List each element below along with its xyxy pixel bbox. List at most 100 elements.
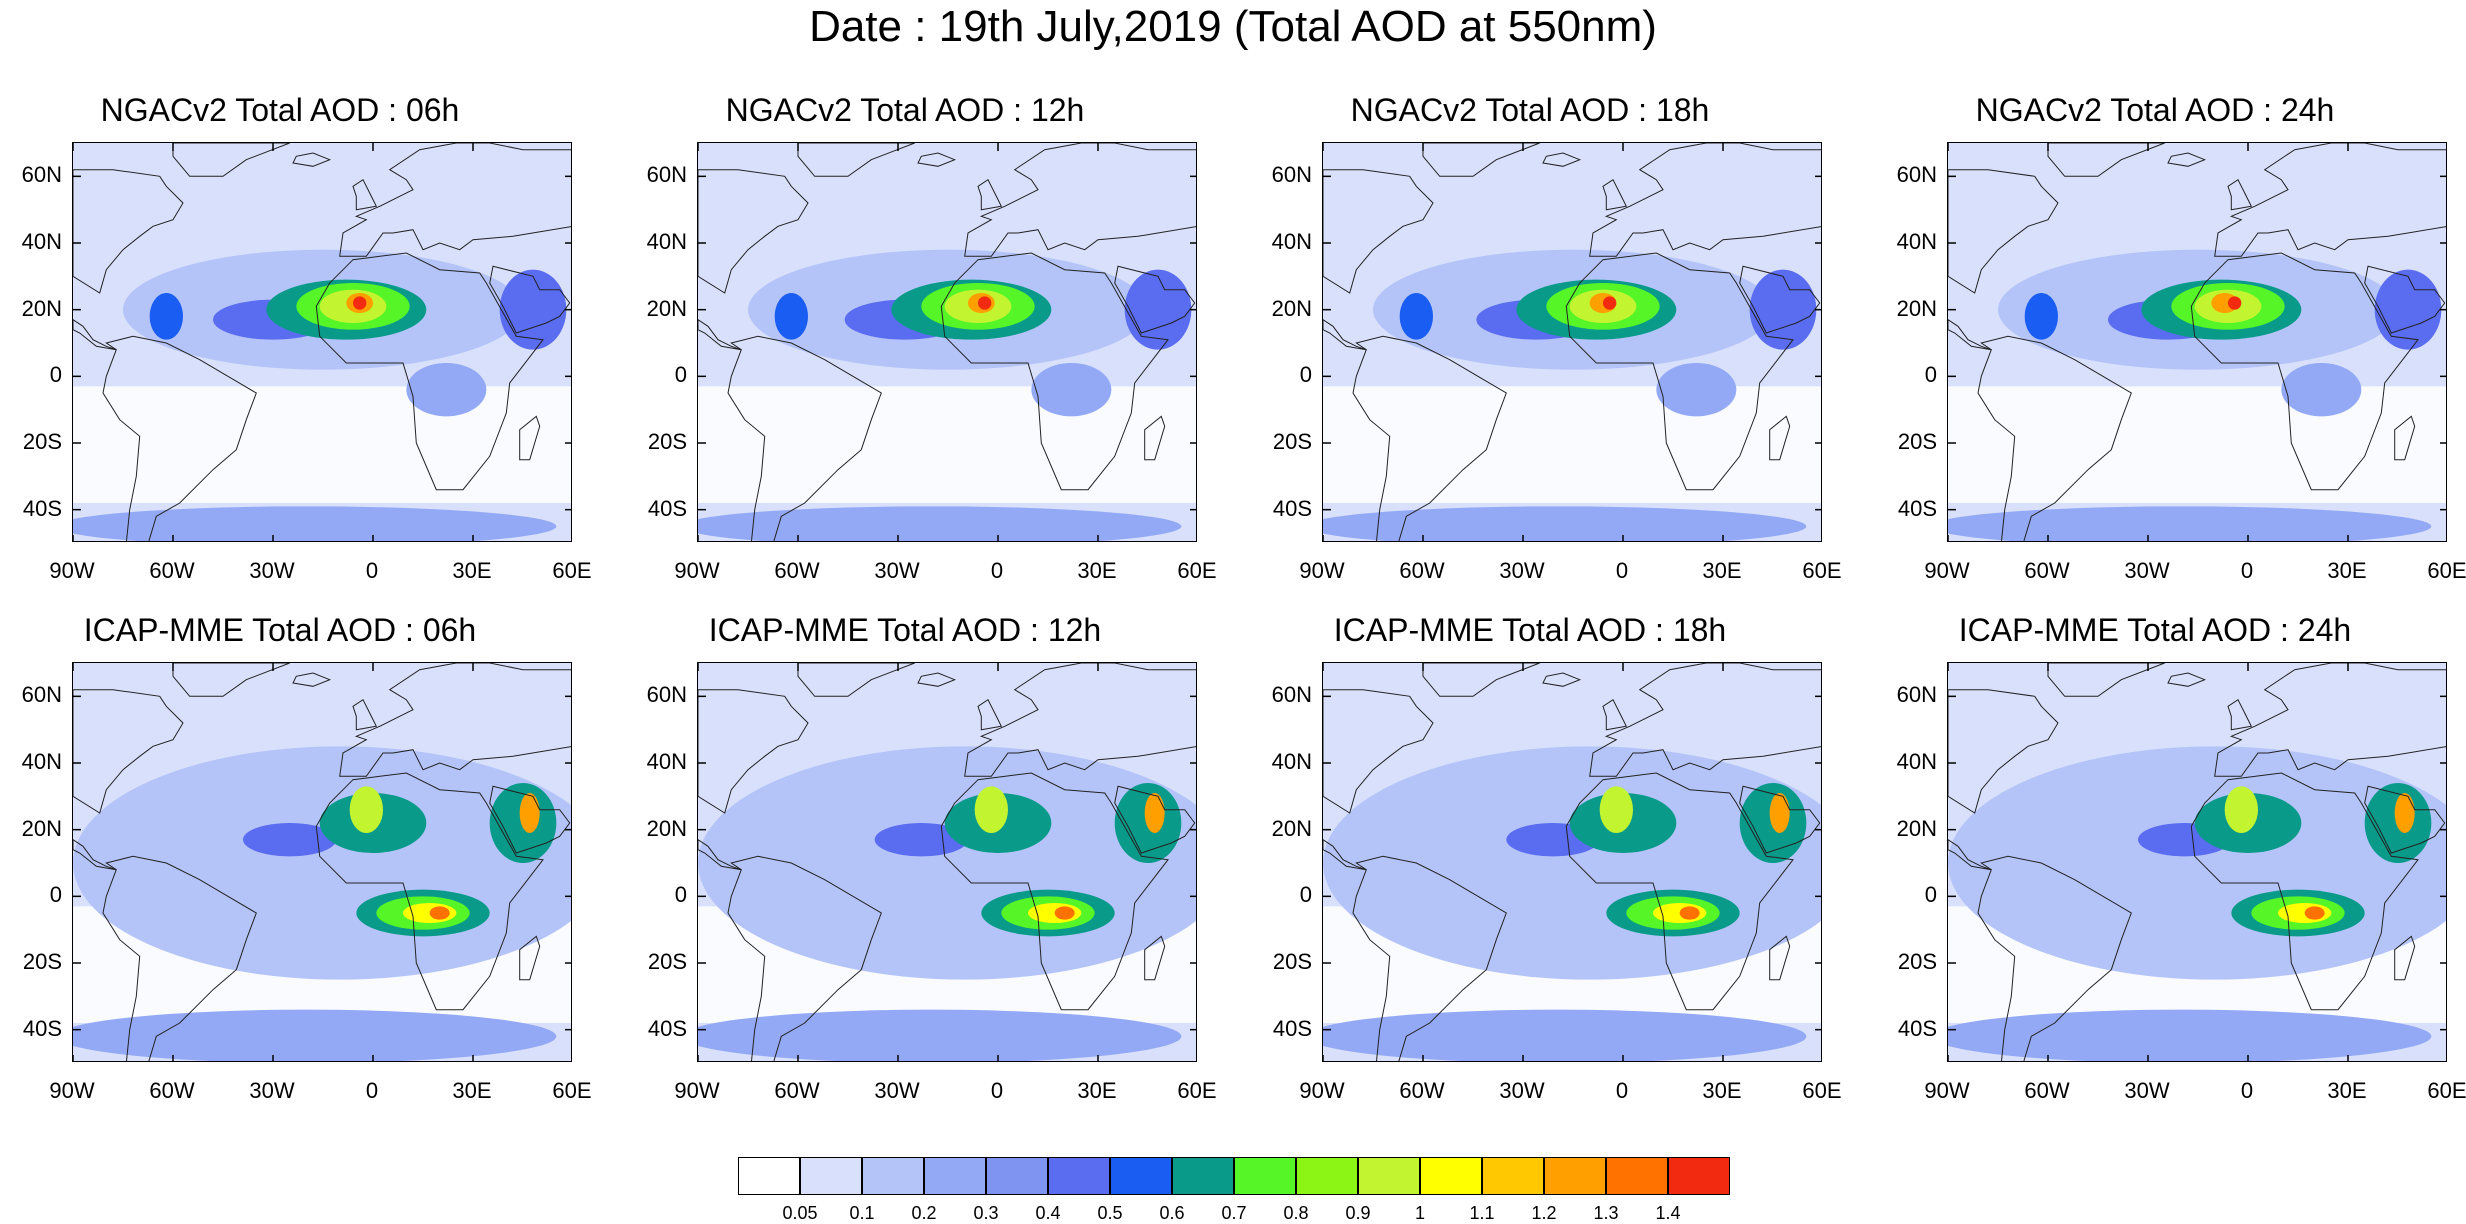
madagascar-outline (2394, 415, 2416, 461)
britain-outline (977, 698, 1003, 731)
southern-ocean-band (1323, 1009, 1807, 1061)
lat-tick-label: 0 (1924, 882, 1937, 908)
arabia-outline (2364, 785, 2446, 854)
lat-tick-label: 20N (1271, 295, 1312, 321)
aod-map (1322, 662, 1822, 1062)
map-panel-1: NGACv2 Total AOD : 06h 60N 40N 20N 0 20S 40S 90… (0, 92, 592, 612)
clean-air-region (1948, 386, 2446, 503)
lon-tick-label: 60W (1399, 558, 1445, 583)
colorbar-swatch (1668, 1157, 1730, 1195)
europe-outline (2214, 143, 2446, 257)
aod-field-svg (1323, 663, 1821, 1061)
aod-plumes (1323, 249, 1817, 541)
colorbar-label: 0.4 (1035, 1203, 1061, 1223)
lat-tick-label: 40S (1272, 1015, 1312, 1041)
coastlines (698, 663, 1196, 1061)
southern-ocean-band (1323, 506, 1807, 541)
lon-tick-label: 60E (1802, 558, 1842, 583)
lat-tick-label: 60N (1271, 682, 1312, 708)
lat-tick-label: 40N (646, 749, 687, 774)
lon-tick-label: 0 (990, 1078, 1004, 1103)
lon-tick-label: 60W (774, 1078, 820, 1103)
congo-haze (406, 363, 487, 417)
lon-tick-label: 90W (1924, 558, 1970, 583)
lat-tick-label: 60N (1896, 162, 1937, 188)
central-america-outline (1948, 839, 1992, 871)
africa-outline (315, 772, 544, 1011)
aod-map (1947, 142, 2447, 542)
greenland-outline (797, 663, 915, 697)
map-panel-4: NGACv2 Total AOD : 24h 60N 40N 20N 0 20S 40S 90… (1875, 92, 2466, 612)
colorbar-swatch (924, 1157, 986, 1195)
lat-tick-label: 40S (1897, 1015, 1937, 1041)
colorbar-label: 0.2 (911, 1203, 937, 1223)
arabian-core (1769, 793, 1790, 833)
coastlines (1323, 663, 1821, 1061)
lat-tick-label: 20N (646, 295, 687, 321)
hot-spot (353, 296, 367, 310)
iceland-outline (917, 672, 957, 687)
central-america-outline (1323, 839, 1367, 871)
lon-tick-label: 60E (1802, 1078, 1842, 1103)
southern-ocean-band (698, 1009, 1182, 1061)
north-america-outline (73, 689, 184, 814)
madagascar-outline (519, 415, 541, 461)
iceland-outline (2167, 672, 2207, 687)
lon-tick-label: 30E (452, 1078, 492, 1103)
lon-tick-label: 0 (365, 558, 379, 583)
coastlines (1323, 143, 1821, 541)
arabia-outline (489, 265, 571, 334)
southern-ocean-band (73, 1009, 557, 1061)
lon-tick-label: 30E (1077, 558, 1117, 583)
lat-tick-label: 0 (1299, 362, 1312, 388)
britain-outline (1602, 698, 1628, 731)
aod-field-svg (73, 663, 571, 1061)
madagascar-outline (1144, 935, 1166, 981)
lat-tick-label: 0 (1924, 362, 1937, 388)
lon-tick-label: 0 (1615, 558, 1629, 583)
coastlines (1948, 143, 2446, 541)
caribbean-plume (1399, 293, 1433, 340)
iceland-outline (1542, 672, 1582, 687)
aod-map (1947, 662, 2447, 1062)
europe-outline (339, 663, 571, 777)
north-america-outline (1323, 689, 1434, 814)
lon-tick-label: 90W (1299, 1078, 1345, 1103)
lon-tick-label: 60W (2024, 1078, 2070, 1103)
caribbean-plume (2024, 293, 2058, 340)
southern-ocean-band (1948, 1009, 2432, 1061)
lon-tick-label: 0 (365, 1078, 379, 1103)
greenland-outline (1422, 663, 1540, 697)
panel-title: ICAP-MME Total AOD : 24h (1958, 612, 2352, 648)
madagascar-outline (1769, 415, 1791, 461)
lat-tick-label: 40N (1896, 749, 1937, 774)
north-america-outline (1948, 169, 2059, 294)
europe-outline (964, 143, 1196, 257)
greenland-outline (172, 143, 290, 177)
lat-tick-label: 0 (1299, 882, 1312, 908)
aod-map (72, 142, 572, 542)
lat-tick-label: 40S (22, 1015, 62, 1041)
colorbar-label: 1.1 (1469, 1203, 1495, 1223)
lat-tick-label: 40S (1272, 495, 1312, 521)
greenland-outline (172, 663, 290, 697)
congo-haze (1656, 363, 1737, 417)
lon-tick-label: 60E (552, 558, 592, 583)
africa-outline (940, 252, 1169, 491)
britain-outline (2227, 178, 2253, 211)
lon-tick-label: 90W (49, 1078, 95, 1103)
hot-spot (1603, 296, 1617, 310)
coastlines (73, 143, 571, 541)
south-america-outline (727, 855, 882, 1061)
britain-outline (2227, 698, 2253, 731)
britain-outline (352, 178, 378, 211)
aod-field-svg (1948, 143, 2446, 541)
colorbar-swatch (1110, 1157, 1172, 1195)
lat-tick-label: 40N (1896, 229, 1937, 254)
aod-map (72, 662, 572, 1062)
iceland-outline (292, 672, 332, 687)
britain-outline (1602, 178, 1628, 211)
lat-tick-label: 60N (21, 162, 62, 188)
colorbar-swatch (862, 1157, 924, 1195)
lat-tick-label: 0 (674, 882, 687, 908)
